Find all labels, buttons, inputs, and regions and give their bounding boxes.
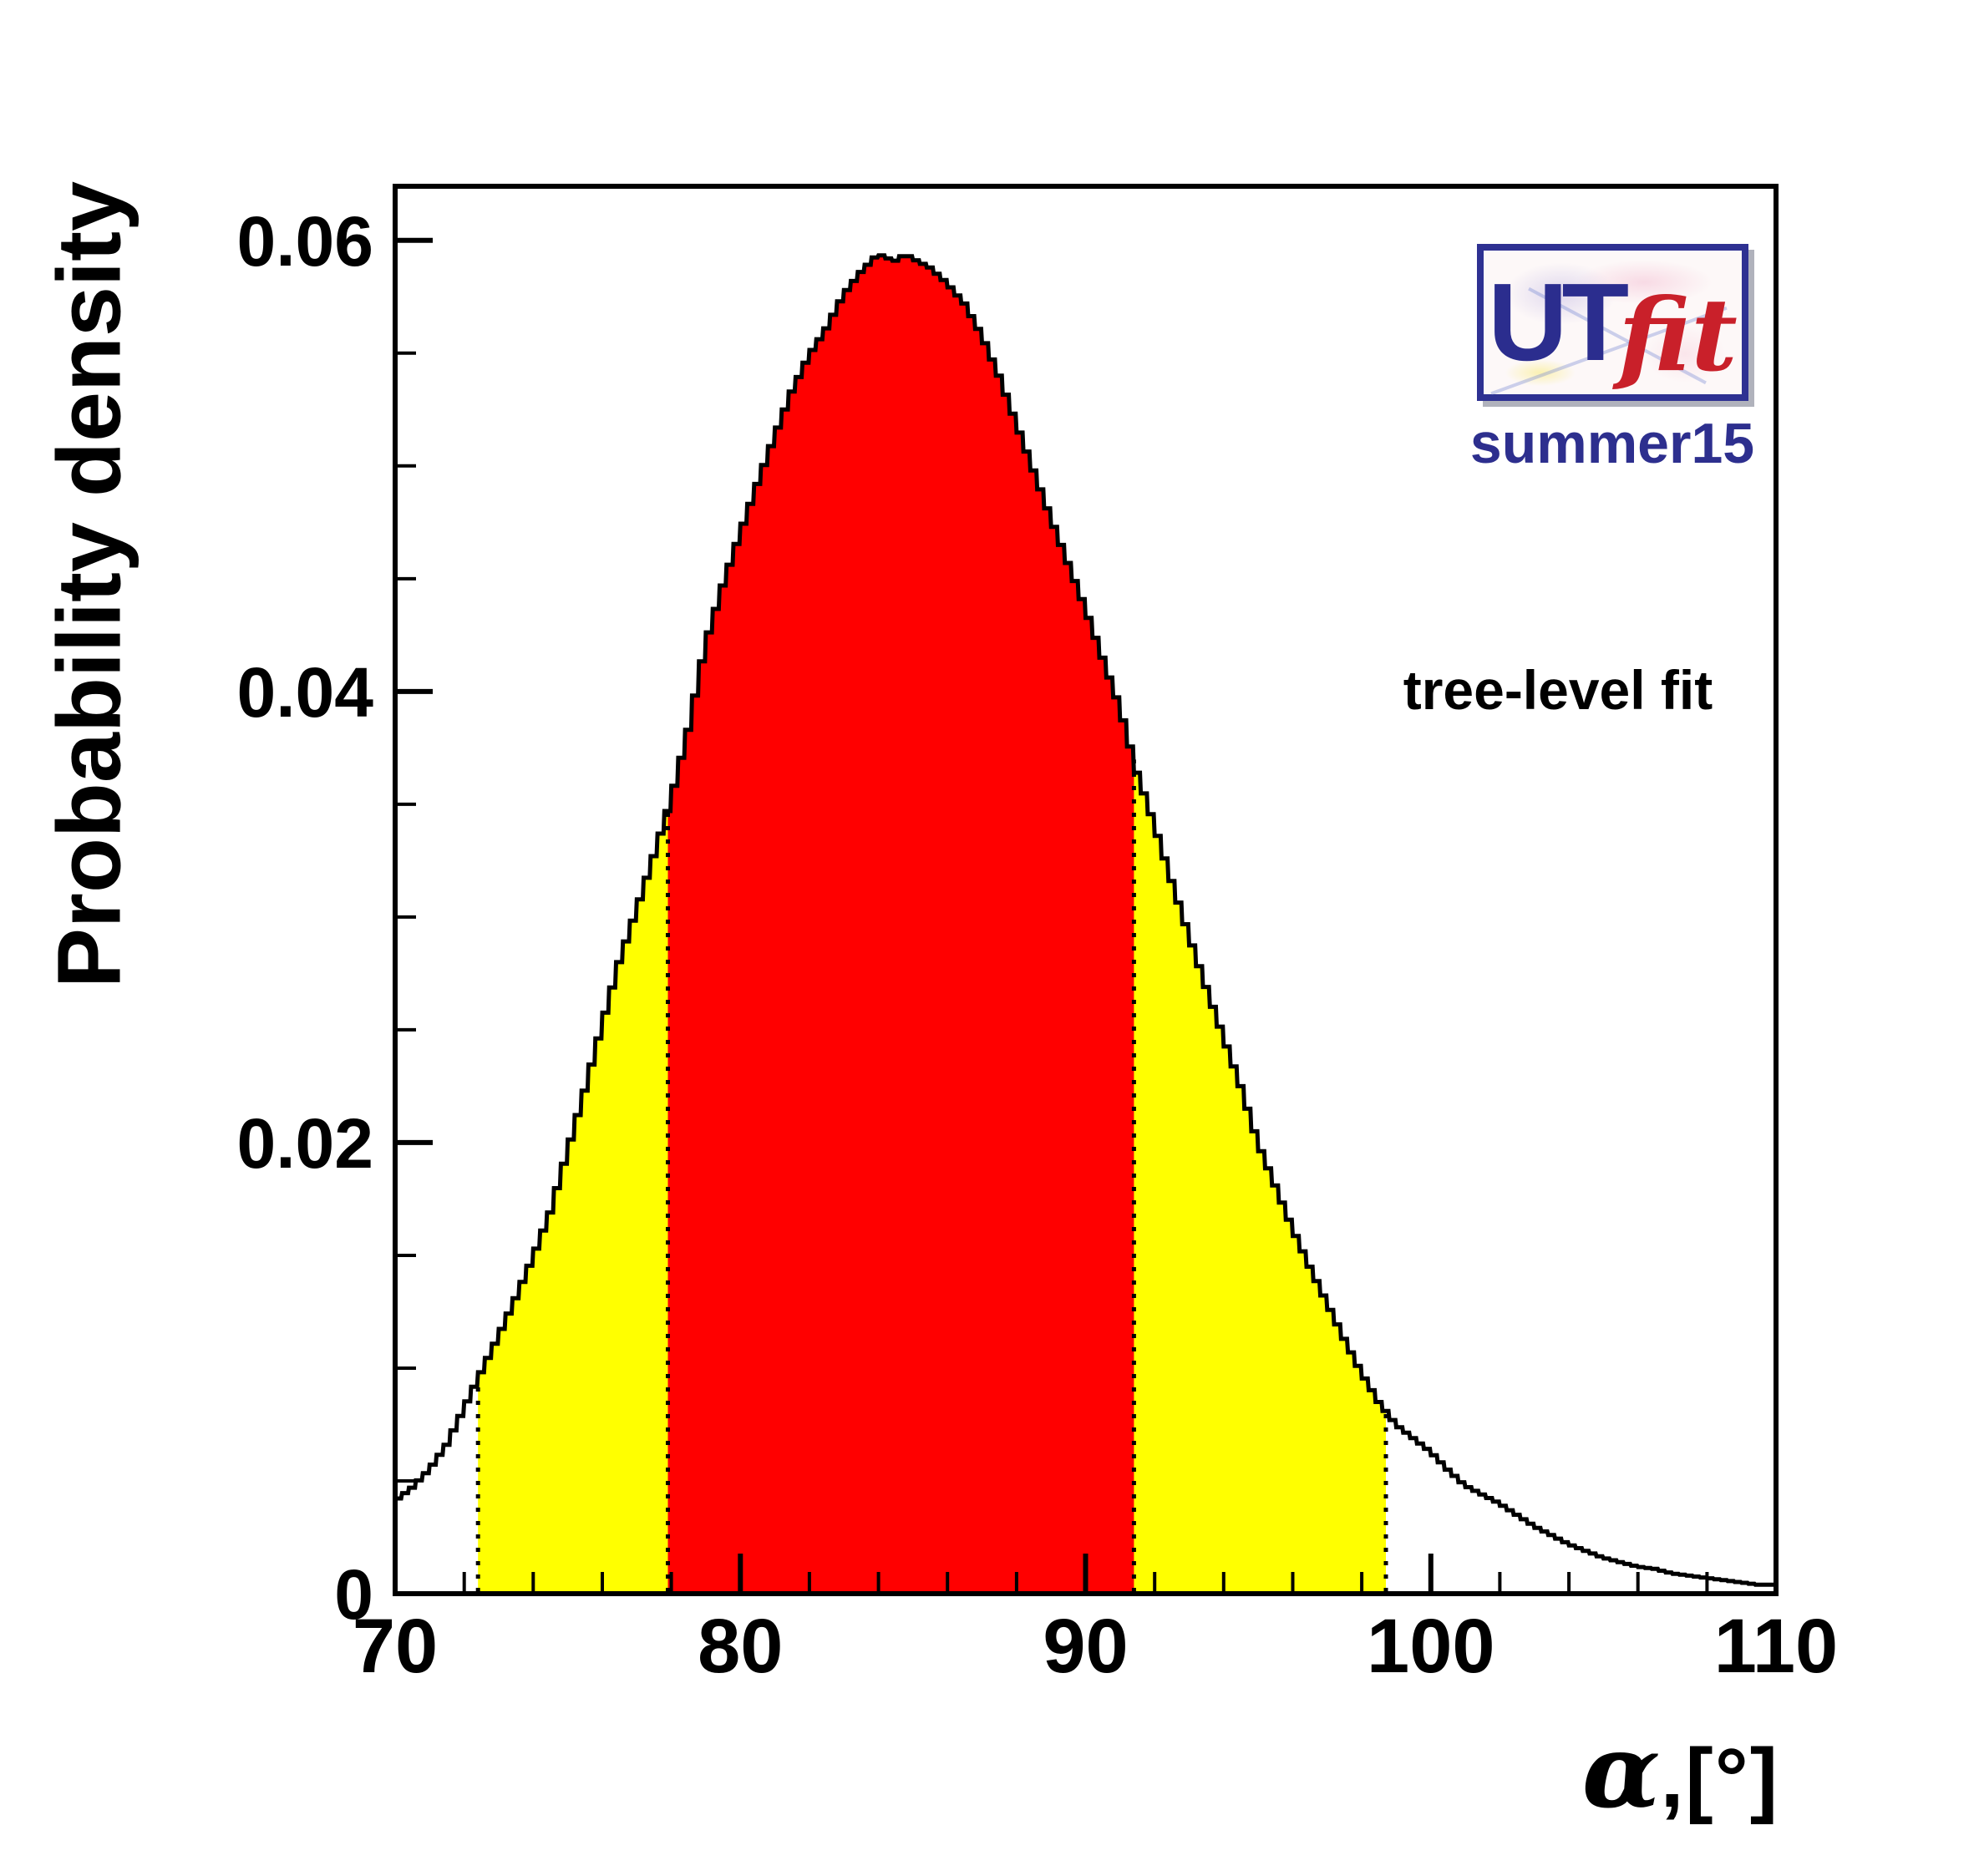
x-tick-label: 90: [1043, 1604, 1128, 1689]
y-tick-label: 0: [334, 1555, 373, 1634]
logo-ut: UT: [1488, 261, 1629, 383]
x-tick-label: 110: [1714, 1604, 1838, 1689]
utfit-logo: UT fit: [1477, 244, 1748, 401]
y-axis-title: Probability density: [38, 180, 140, 989]
x-axis-units: ,[°]: [1660, 1731, 1779, 1825]
x-tick-label: 70: [353, 1604, 438, 1689]
alpha-symbol: α: [1581, 1711, 1661, 1831]
logo-fit: fit: [1618, 276, 1738, 394]
y-tick-label: 0.02: [237, 1104, 374, 1183]
ci68-band: [667, 255, 1134, 1594]
pdf-curve: [395, 253, 1776, 1587]
logo-text: UT fit: [1484, 251, 1742, 394]
y-tick-label: 0.06: [237, 202, 374, 281]
x-tick-label: 100: [1367, 1604, 1495, 1689]
logo-background-art: [1484, 251, 1742, 396]
x-tick-label: 80: [698, 1604, 783, 1689]
y-tick-label: 0.04: [237, 653, 374, 732]
dataset-label: summer15: [1469, 412, 1755, 475]
x-axis-title: α,[°]: [1582, 1711, 1779, 1831]
fit-type-label: tree-level fit: [1403, 659, 1713, 721]
